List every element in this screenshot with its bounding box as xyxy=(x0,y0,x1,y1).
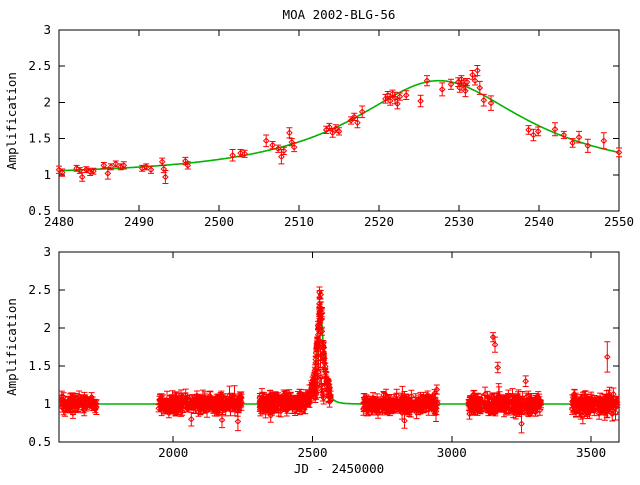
x-tick-label: 2500 xyxy=(204,214,234,229)
x-tick-label: 2540 xyxy=(524,214,554,229)
x-tick-label: 2510 xyxy=(284,214,314,229)
y-tick-label: 0.5 xyxy=(28,203,51,218)
x-tick-label: 2490 xyxy=(124,214,154,229)
x-tick-label: 2480 xyxy=(44,214,74,229)
top-y-axis-label: Amplification xyxy=(4,72,19,170)
y-tick-label: 2 xyxy=(43,320,51,335)
x-tick-label: 3000 xyxy=(437,445,467,460)
model-light-curve xyxy=(59,305,619,405)
bottom-x-axis-label: JD - 2450000 xyxy=(294,461,384,476)
y-tick-label: 1 xyxy=(43,167,51,182)
axes xyxy=(58,29,620,212)
x-tick-label: 2500 xyxy=(297,445,327,460)
moa-photometry-points xyxy=(55,65,623,184)
y-tick-label: 2.5 xyxy=(28,282,51,297)
x-tick-label: 2550 xyxy=(604,214,634,229)
y-tick-label: 2 xyxy=(43,94,51,109)
top-panel: 2480 2490 2500 2510 2520 2530 2540 2550 0.5 1 1.5 2… xyxy=(28,22,634,229)
moa-photometry-points xyxy=(58,286,621,434)
y-tick-label: 2.5 xyxy=(28,58,51,73)
bottom-panel: 2000 2500 3000 3500 0.5 1 1.5 2 2.5 3 xyxy=(28,244,621,460)
y-tick-label: 1.5 xyxy=(28,358,51,373)
bottom-y-axis-label: Amplification xyxy=(4,298,19,396)
y-tick-label: 3 xyxy=(43,244,51,259)
y-tick-label: 0.5 xyxy=(28,434,51,449)
x-tick-label: 2000 xyxy=(158,445,188,460)
y-tick-label: 1 xyxy=(43,396,51,411)
x-tick-label: 2530 xyxy=(444,214,474,229)
chart-title: MOA 2002-BLG-56 xyxy=(283,7,396,22)
model-light-curve xyxy=(59,79,620,172)
x-tick-label: 3500 xyxy=(576,445,606,460)
y-tick-label: 1.5 xyxy=(28,131,51,146)
x-tick-label: 2520 xyxy=(364,214,394,229)
y-tick-label: 3 xyxy=(43,22,51,37)
